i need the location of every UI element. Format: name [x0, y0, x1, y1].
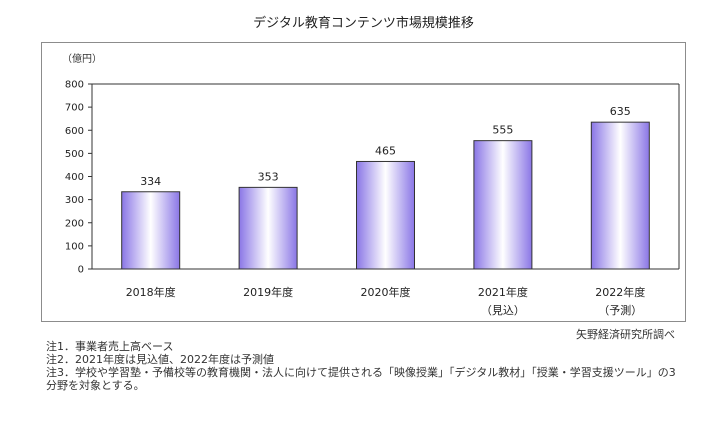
y-tick-label: 400 [65, 172, 84, 183]
source-credit: 矢野経済研究所調べ [576, 328, 675, 341]
chart-frame [41, 42, 686, 322]
footnote-3: 注3．学校や学習塾・予備校等の教育機関・法人に向けて提供される「映像授業」「デジ… [46, 366, 676, 392]
y-tick-label: 700 [65, 103, 84, 114]
x-category-label: 2019年度 [243, 285, 293, 299]
bar-chart: （億円） 0 100 200 300 400 500 600 700 800 334 2018年度 35… [62, 52, 680, 317]
bar-value-label: 353 [258, 170, 279, 183]
bar-value-label: 635 [610, 105, 631, 118]
footnote-2: 注2．2021年度は見込値、2022年度は予測値 [46, 353, 274, 366]
bar-value-label: 465 [375, 144, 396, 157]
bar [238, 186, 298, 270]
y-axis-unit: （億円） [62, 52, 102, 65]
y-tick-label: 800 [65, 80, 84, 91]
y-tick-label: 600 [65, 126, 84, 137]
y-tick-label: 100 [65, 241, 84, 252]
x-category-label: 2021年度 [478, 285, 528, 299]
x-category-label: （見込） [481, 304, 525, 317]
chart-title: デジタル教育コンテンツ市場規模推移 [253, 16, 474, 31]
footnote-1: 注1．事業者売上高ベース [46, 340, 174, 353]
x-category-label: 2020年度 [361, 285, 411, 299]
x-category-label: （予測） [598, 303, 642, 317]
bar [590, 121, 650, 270]
bar [473, 140, 533, 270]
bar [121, 191, 181, 270]
footnotes: 注1．事業者売上高ベース 注2．2021年度は見込値、2022年度は予測値 注3… [46, 340, 686, 392]
x-category-label: 2022年度 [595, 285, 645, 299]
x-category-label: 2018年度 [126, 285, 176, 299]
bar-value-label: 334 [140, 175, 161, 188]
y-tick-label: 500 [65, 149, 84, 160]
bar-value-label: 555 [492, 124, 513, 137]
y-tick-label: 200 [65, 218, 84, 229]
bar [356, 160, 415, 270]
y-tick-label: 300 [65, 195, 84, 206]
y-tick-label: 0 [78, 265, 84, 276]
